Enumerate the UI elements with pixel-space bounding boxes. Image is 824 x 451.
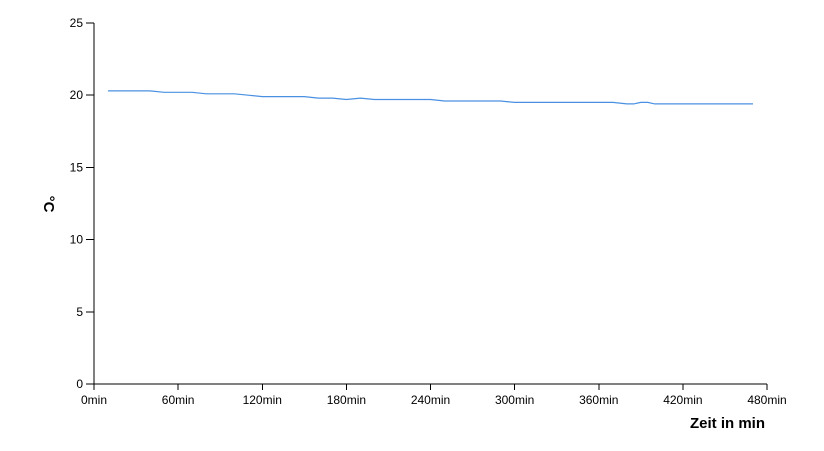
x-tick-label: 360min [579, 393, 618, 407]
y-tick-label: 25 [70, 16, 84, 30]
x-tick-label: 60min [162, 393, 195, 407]
x-tick-label: 480min [747, 393, 786, 407]
x-axis: 0min 60min 120min 180min 240min 300min 360min 4… [81, 383, 787, 407]
x-tick-label: 0min [81, 393, 107, 407]
x-tick-label: 300min [495, 393, 534, 407]
y-tick-label: 10 [70, 233, 84, 247]
x-tick-label: 180min [327, 393, 366, 407]
x-tick-label: 420min [663, 393, 702, 407]
y-tick-label: 20 [70, 88, 84, 102]
y-axis: 0 5 10 15 20 25 [70, 16, 95, 391]
y-axis-title: °C [40, 196, 57, 213]
x-axis-title: Zeit in min [690, 415, 765, 432]
series-layer [108, 90, 753, 105]
y-tick-label: 0 [76, 377, 83, 391]
x-tick-label: 240min [411, 393, 450, 407]
x-tick-label: 120min [243, 393, 282, 407]
y-tick-label: 15 [70, 160, 84, 174]
y-tick-label: 5 [76, 305, 83, 319]
series-line-0 [108, 90, 753, 105]
